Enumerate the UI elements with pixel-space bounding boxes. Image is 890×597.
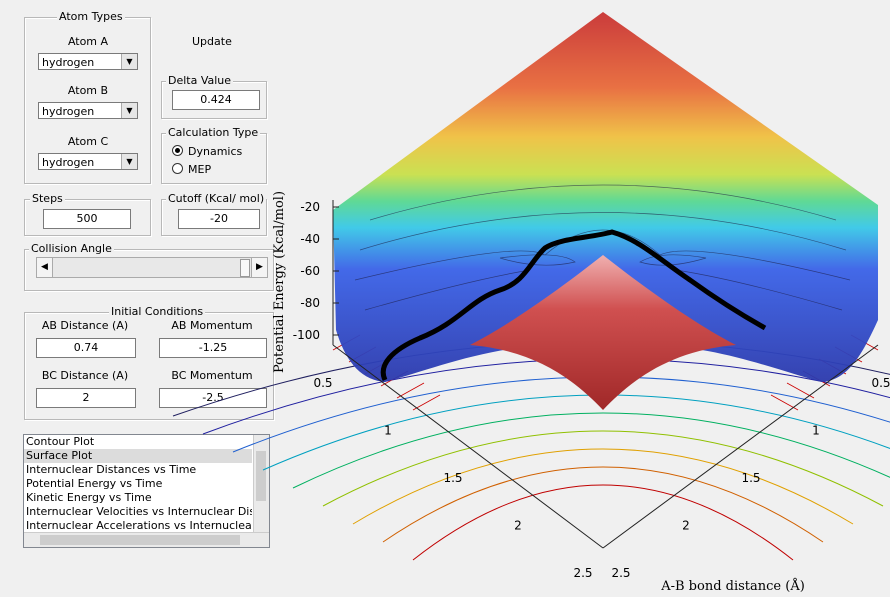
right-tick-label: 2 <box>682 519 690 533</box>
radio-option[interactable]: MEP <box>172 163 211 176</box>
atom-dropdown[interactable]: hydrogen ▼ <box>38 153 138 170</box>
steps-panel: Steps 500 <box>24 192 151 236</box>
saddle-ridge <box>470 255 736 410</box>
atom-label: Atom B <box>67 84 109 97</box>
floor-grid <box>396 382 425 399</box>
field-label: BC Momentum <box>171 369 253 382</box>
atom-dropdown[interactable]: hydrogen ▼ <box>38 102 138 119</box>
delta-input[interactable]: 0.424 <box>172 90 260 110</box>
update-label[interactable]: Update <box>192 35 232 48</box>
cutoff-input[interactable]: -20 <box>178 209 260 229</box>
atom-label: Atom C <box>67 135 109 148</box>
atom-types-panel: Atom Types <box>24 10 151 184</box>
cutoff-panel: Cutoff (Kcal/ mol) -20 <box>161 192 267 236</box>
panel-title: Steps <box>30 192 65 205</box>
list-item[interactable]: Surface Plot <box>24 449 252 463</box>
surface-contours <box>354 184 851 311</box>
panel-title: Initial Conditions <box>109 305 206 318</box>
dropdown-value: hydrogen <box>42 156 95 169</box>
slider-thumb[interactable] <box>240 259 250 277</box>
radio-circle[interactable] <box>172 145 183 156</box>
right-axis <box>602 344 879 549</box>
x-label: A-B bond distance (Å) <box>660 578 805 594</box>
list-item[interactable]: Internuclear Velocities vs Internuclear … <box>26 505 252 518</box>
radio-label: Dynamics <box>188 145 243 158</box>
right-tick-label: 1 <box>812 424 820 438</box>
radio-dot <box>175 148 180 153</box>
right-tick-label: 1.5 <box>741 471 760 485</box>
initial-panel: Initial Conditions AB Distance (A) 0.74 AB… <box>24 305 274 420</box>
z-tick-label: -40 <box>300 232 320 246</box>
calc-type-panel: Calculation Type Dynamics MEP <box>161 126 267 184</box>
floor-contour <box>292 412 890 489</box>
right-tick-label: 0.5 <box>871 376 890 390</box>
trajectory <box>380 229 767 382</box>
field-label: AB Momentum <box>171 319 253 332</box>
panel-title: Atom Types <box>57 10 125 23</box>
left-tick-label: 2.5 <box>573 566 592 580</box>
floor-grid <box>412 394 441 411</box>
floor-contour <box>412 484 794 561</box>
dropdown-arrow[interactable]: ▼ <box>121 154 137 169</box>
v-thumb[interactable] <box>256 451 266 501</box>
left-tick-label: 2 <box>514 519 522 533</box>
dropdown-arrow[interactable]: ▼ <box>121 54 137 69</box>
panel-title: Delta Value <box>166 74 234 87</box>
left-tick-label: 1 <box>384 424 392 438</box>
radio-circle[interactable] <box>172 163 183 174</box>
atom-label: Atom A <box>67 35 109 48</box>
field-input[interactable]: 2 <box>36 388 136 408</box>
z-tick-label: -100 <box>293 328 320 342</box>
panel-title: Cutoff (Kcal/ mol) <box>166 192 267 205</box>
field-input[interactable]: -1.25 <box>159 338 267 358</box>
left-tick-label: 0.5 <box>313 376 332 390</box>
floor-contour <box>262 394 890 471</box>
slider-right[interactable]: ▶ <box>251 258 267 277</box>
floor-contour <box>322 430 884 507</box>
radio-label: MEP <box>188 163 212 176</box>
h-thumb[interactable] <box>40 535 240 545</box>
v-scrollbar[interactable] <box>253 435 269 533</box>
floor-contour <box>382 466 824 543</box>
field-input[interactable]: 0.74 <box>36 338 136 358</box>
field-label: AB Distance (A) <box>41 319 129 332</box>
delta-panel: Delta Value 0.424 <box>161 74 267 119</box>
z-tick-label: -20 <box>300 200 320 214</box>
list-item[interactable]: Potential Energy vs Time <box>26 477 163 490</box>
list-item[interactable]: Kinetic Energy vs Time <box>26 491 152 504</box>
steps-input[interactable]: 500 <box>43 209 131 229</box>
panel-title: Calculation Type <box>166 126 261 139</box>
atom-dropdown[interactable]: hydrogen ▼ <box>38 53 138 70</box>
angle-slider[interactable]: ◀ ▶ <box>36 257 268 278</box>
right-tick-label: 2.5 <box>611 566 630 580</box>
z-tick-label: -80 <box>300 296 320 310</box>
z-tick-label: -60 <box>300 264 320 278</box>
list-item[interactable]: Internuclear Accelerations vs Internucle… <box>26 519 252 532</box>
radio-option[interactable]: Dynamics <box>172 145 242 158</box>
list-item[interactable]: Contour Plot <box>26 435 95 448</box>
z-label: Potential Energy (Kcal/mol) <box>272 191 287 373</box>
plot-list[interactable]: Contour Plot Surface Plot Internuclear Dis… <box>23 434 270 548</box>
list-item[interactable]: Internuclear Distances vs Time <box>26 463 197 476</box>
slider-left[interactable]: ◀ <box>37 258 53 277</box>
left-axis <box>332 344 604 549</box>
dropdown-arrow[interactable]: ▼ <box>121 103 137 118</box>
floor-contour <box>352 448 854 525</box>
collision-panel: Collision Angle ◀ ▶ <box>24 242 274 291</box>
field-label: BC Distance (A) <box>41 369 129 382</box>
left-tick-label: 1.5 <box>443 471 462 485</box>
dropdown-value: hydrogen <box>42 56 95 69</box>
h-scrollbar[interactable] <box>24 532 269 547</box>
panel-title: Collision Angle <box>29 242 114 255</box>
dropdown-value: hydrogen <box>42 105 95 118</box>
